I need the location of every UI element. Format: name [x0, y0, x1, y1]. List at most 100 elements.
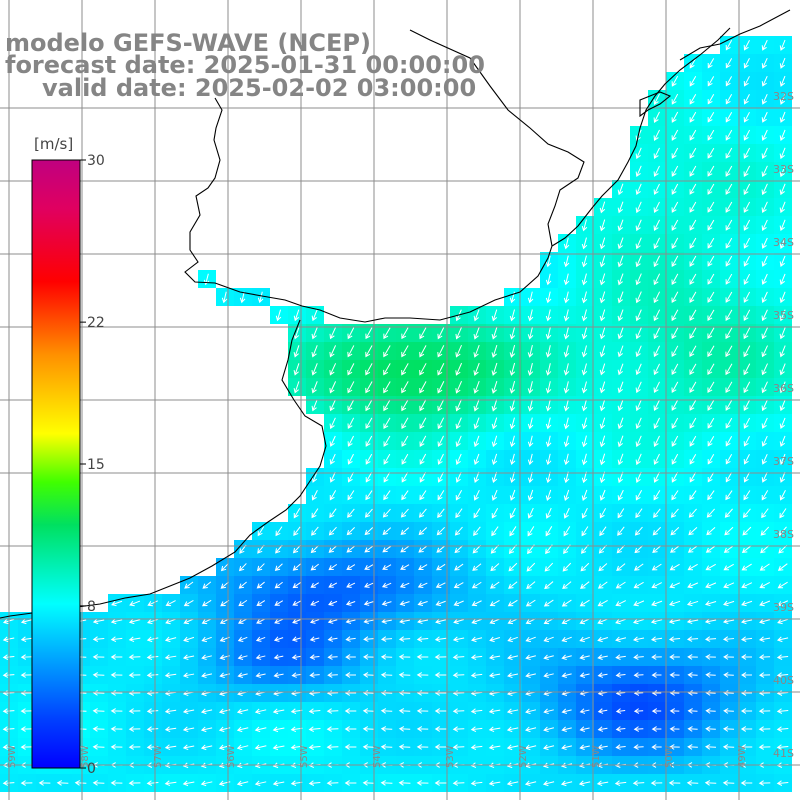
wind-arrow: [527, 327, 534, 340]
wind-arrow: [561, 726, 572, 733]
wind-arrow: [182, 672, 195, 679]
wind-arrow: [761, 165, 768, 178]
wind-arrow: [634, 545, 644, 554]
wind-arrow: [329, 381, 337, 394]
wind-arrow: [365, 471, 373, 483]
wind-arrow: [383, 490, 391, 501]
wind-arrow: [563, 345, 570, 358]
wind-arrow: [707, 165, 715, 177]
wind-arrow: [506, 744, 519, 751]
wind-arrow: [707, 417, 715, 429]
wind-arrow: [418, 508, 427, 518]
wind-arrow: [92, 690, 105, 696]
wind-arrow: [128, 636, 141, 643]
wind-arrow: [20, 780, 33, 786]
wind-arrow: [200, 780, 213, 787]
wind-arrow: [416, 690, 429, 696]
wind-arrow: [383, 453, 391, 465]
wind-arrow: [506, 780, 519, 787]
wind-arrow: [743, 363, 751, 376]
lat-label: 35S: [773, 309, 794, 322]
wind-arrow: [274, 618, 284, 624]
wind-arrow: [382, 527, 392, 536]
wind-arrow: [563, 507, 570, 519]
wind-arrow: [633, 708, 644, 714]
wind-arrow: [617, 291, 624, 304]
wind-arrow: [347, 508, 355, 518]
wind-arrow: [239, 291, 246, 304]
wind-arrow: [635, 291, 642, 304]
wind-arrow: [129, 600, 141, 607]
wind-arrow: [509, 435, 516, 448]
wind-arrow: [581, 291, 588, 304]
wind-arrow: [310, 582, 320, 588]
wind-arrow: [200, 726, 213, 733]
wind-arrow: [635, 183, 642, 196]
wind-arrow: [761, 237, 768, 249]
wind-arrow: [545, 381, 552, 394]
wind-arrow: [92, 654, 105, 660]
wind-arrow: [491, 471, 498, 484]
wind-arrow: [597, 654, 608, 660]
wind-arrow: [183, 618, 194, 625]
wind-arrow: [509, 309, 516, 322]
wind-arrow: [401, 417, 409, 430]
wind-arrow: [669, 654, 680, 660]
wind-arrow: [617, 309, 624, 322]
wind-arrow: [597, 726, 608, 732]
wind-arrow: [419, 399, 427, 412]
wind-arrow: [761, 39, 768, 51]
wind-arrow: [346, 545, 356, 553]
wind-arrow: [254, 708, 267, 715]
wind-arrow: [20, 690, 33, 696]
wind-arrow: [761, 363, 768, 376]
wind-arrow: [347, 453, 354, 465]
wind-arrow: [617, 508, 625, 519]
wind-arrow: [327, 636, 338, 642]
wind-arrow: [365, 435, 373, 447]
wind-arrow: [635, 471, 642, 483]
wind-arrow: [671, 363, 679, 376]
wind-arrow: [398, 654, 411, 660]
wind-arrow: [92, 726, 105, 732]
wind-arrow: [779, 363, 786, 376]
wind-arrow: [687, 654, 698, 660]
wind-arrow: [743, 381, 751, 394]
wind-arrow: [615, 636, 627, 643]
wind-arrow: [671, 453, 679, 465]
wind-arrow: [164, 744, 177, 751]
wind-arrow: [473, 399, 480, 412]
wind-arrow: [200, 708, 213, 715]
wind-arrow: [725, 201, 733, 213]
wind-arrow: [201, 654, 212, 661]
lat-label: 34S: [773, 236, 794, 249]
wind-arrow: [491, 362, 498, 376]
wind-arrow: [399, 600, 410, 606]
wind-arrow: [74, 780, 87, 786]
wind-arrow: [292, 600, 302, 606]
wind-arrow: [599, 255, 606, 268]
wind-arrow: [653, 381, 660, 394]
wind-arrow: [345, 654, 356, 660]
wind-arrow: [434, 726, 447, 732]
lon-label: 53W: [445, 745, 456, 768]
wind-arrow: [759, 563, 770, 571]
wind-arrow: [200, 744, 213, 751]
wind-arrow: [435, 600, 446, 607]
wind-arrow: [400, 508, 409, 518]
wind-arrow: [292, 618, 302, 624]
wind-arrow: [363, 600, 374, 606]
wind-arrow: [635, 489, 643, 501]
wind-arrow: [454, 526, 463, 536]
wind-arrow: [416, 672, 429, 678]
wind-arrow: [329, 399, 336, 412]
wind-arrow: [779, 399, 786, 412]
wind-arrow: [689, 219, 697, 231]
wind-arrow: [725, 58, 733, 69]
wind-arrow: [707, 219, 715, 231]
wind-arrow: [401, 471, 409, 483]
wind-arrow: [759, 618, 771, 625]
wind-arrow: [686, 780, 699, 786]
wind-arrow: [545, 273, 552, 286]
wind-arrow: [761, 201, 768, 214]
